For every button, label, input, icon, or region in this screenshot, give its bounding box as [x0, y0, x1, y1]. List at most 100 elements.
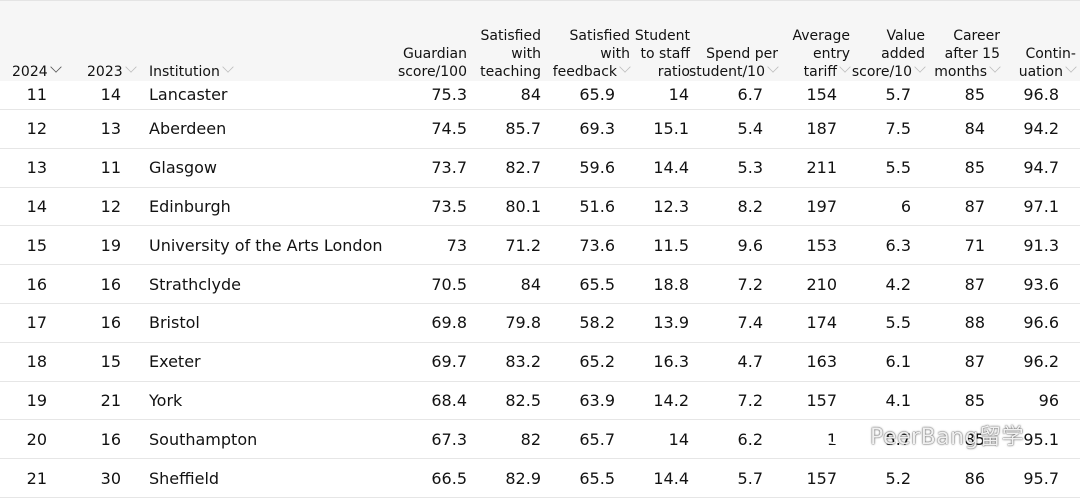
- col-spend-header[interactable]: Spend per student/10: [689, 1, 779, 81]
- table-row[interactable]: 15 19 University of the Arts London 73 71.2 7…: [0, 226, 1080, 266]
- sort-chevron-icon: [49, 61, 62, 73]
- cell-y2024: 20: [26, 429, 47, 449]
- col-tariff-header[interactable]: Average entry tariff: [793, 1, 851, 81]
- col-2024-header[interactable]: 2024: [12, 1, 62, 81]
- cell-ratio: 14.2: [653, 390, 689, 410]
- cell-guardian: 68.4: [431, 390, 467, 410]
- cell-y2024: 11: [26, 85, 47, 104]
- cell-feedback: 73.6: [579, 235, 615, 255]
- cell-spend: 7.2: [737, 274, 763, 294]
- table-row[interactable]: 17 16 Bristol 69.8 79.8 58.2 13.9 7.4 174 5.5 88 96…: [0, 304, 1080, 343]
- cell-tariff: 163: [806, 352, 837, 372]
- cell-tariff: 153: [806, 235, 837, 255]
- cell-teaching: 82: [520, 429, 541, 449]
- cell-contin: 91.3: [1023, 235, 1059, 255]
- table-row[interactable]: 18 15 Exeter 69.7 83.2 65.2 16.3 4.7 163 6.1 87 96.…: [0, 343, 1080, 382]
- cell-guardian: 73: [446, 235, 467, 255]
- cell-guardian: 69.8: [431, 313, 467, 333]
- cell-institution: Glasgow: [149, 158, 218, 178]
- col-value-header[interactable]: Value added score/10: [851, 1, 926, 81]
- cell-guardian: 67.3: [431, 429, 467, 449]
- cell-guardian: 69.7: [431, 352, 467, 372]
- table-header: 2024 2023 Institution Guardian score/100…: [0, 0, 1080, 81]
- cell-value: 5.2: [885, 468, 911, 488]
- table-row[interactable]: 13 11 Glasgow 73.7 82.7 59.6 14.4 5.3 211 5.5 85 94…: [0, 149, 1080, 188]
- cell-institution: Aberdeen: [149, 119, 227, 139]
- table-row[interactable]: 20 16 Southampton 67.3 82 65.7 14 6.2 1 5.7 85 95.1: [0, 420, 1080, 460]
- cell-institution: Sheffield: [149, 468, 220, 488]
- cell-institution: Exeter: [149, 352, 201, 372]
- cell-value: 5.7: [885, 429, 911, 449]
- cell-value: 7.5: [885, 119, 911, 139]
- cell-feedback: 65.9: [579, 85, 615, 104]
- cell-career: 85: [964, 390, 985, 410]
- cell-ratio: 14: [668, 85, 689, 104]
- table-row[interactable]: 12 13 Aberdeen 74.5 85.7 69.3 15.1 5.4 187 7.5 84 9…: [0, 110, 1080, 149]
- sort-chevron-icon: [839, 61, 851, 73]
- col-career-header[interactable]: Career after 15 months: [934, 1, 1001, 81]
- cell-feedback: 51.6: [579, 196, 615, 216]
- col-guardian-header[interactable]: Guardian score/100: [398, 1, 467, 81]
- cell-y2024: 21: [26, 468, 47, 488]
- sort-chevron-icon: [1065, 61, 1077, 73]
- col-value-label-line1: Value: [886, 28, 925, 44]
- sort-chevron-icon: [124, 61, 137, 73]
- col-2023-header[interactable]: 2023: [87, 1, 137, 81]
- col-career-label-line1: Career: [953, 28, 1000, 44]
- cell-contin: 95.7: [1023, 468, 1059, 488]
- col-continuation-header[interactable]: Contin- uation: [1018, 1, 1077, 81]
- cell-spend: 5.4: [737, 119, 763, 139]
- cell-y2023: 11: [100, 158, 121, 178]
- cell-y2024: 16: [26, 274, 47, 294]
- cell-y2024: 17: [26, 313, 47, 333]
- col-value-label-line3: score/10: [851, 64, 912, 80]
- cell-teaching: 84: [520, 85, 541, 104]
- col-career-label-line3: months: [934, 64, 987, 80]
- cell-teaching: 84: [520, 274, 541, 294]
- cell-contin: 96.6: [1023, 313, 1059, 333]
- table-body: 11 14 Lancaster 75.3 84 65.9 14 6.7 154 5.7 85 96.8…: [0, 80, 1080, 498]
- wechat-icon: [820, 420, 861, 450]
- col-feedback-header[interactable]: Satisfied with feedback: [553, 1, 631, 81]
- table-row[interactable]: 11 14 Lancaster 75.3 84 65.9 14 6.7 154 5.7 85 96.8: [0, 80, 1080, 110]
- col-value-label-line2: added: [881, 46, 925, 62]
- cell-spend: 6.7: [737, 85, 763, 104]
- cell-institution: Lancaster: [149, 85, 228, 104]
- table-row[interactable]: 19 21 York 68.4 82.5 63.9 14.2 7.2 157 4.1 85 96: [0, 382, 1080, 421]
- col-continuation-label-line2: uation: [1018, 64, 1063, 80]
- col-guardian-label-line2: score/100: [397, 64, 467, 80]
- cell-ratio: 12.3: [653, 196, 689, 216]
- col-ratio-header[interactable]: Student to staff ratio: [635, 1, 690, 81]
- cell-value: 6.3: [885, 235, 911, 255]
- cell-feedback: 59.6: [579, 158, 615, 178]
- cell-y2023: 14: [100, 85, 121, 104]
- table-row[interactable]: 21 30 Sheffield 66.5 82.9 65.5 14.4 5.7 157 5.2 86…: [0, 459, 1080, 498]
- col-institution-header[interactable]: Institution: [149, 1, 234, 81]
- table-row[interactable]: 14 12 Edinburgh 73.5 80.1 51.6 12.3 8.2 197 6 87 97…: [0, 188, 1080, 227]
- cell-teaching: 82.7: [505, 158, 541, 178]
- cell-contin: 95.1: [1023, 429, 1059, 449]
- col-tariff-label-line2: entry: [812, 46, 850, 62]
- col-feedback-label-line1: Satisfied: [569, 28, 630, 44]
- table-row[interactable]: 16 16 Strathclyde 70.5 84 65.5 18.8 7.2 210 4.2 87…: [0, 265, 1080, 304]
- cell-teaching: 79.8: [505, 313, 541, 333]
- cell-guardian: 73.7: [431, 158, 467, 178]
- cell-institution: Bristol: [149, 313, 200, 333]
- cell-institution: Strathclyde: [149, 274, 241, 294]
- cell-spend: 7.2: [737, 390, 763, 410]
- sort-chevron-icon: [619, 61, 631, 73]
- cell-contin: 97.1: [1023, 196, 1059, 216]
- col-ratio-label-line1: Student: [634, 28, 690, 44]
- cell-career: 86: [964, 468, 985, 488]
- cell-tariff: 157: [806, 390, 837, 410]
- col-teaching-header[interactable]: Satisfied with teaching: [480, 1, 541, 81]
- sort-chevron-icon: [914, 61, 926, 73]
- cell-spend: 5.7: [737, 468, 763, 488]
- cell-value: 5.5: [885, 313, 911, 333]
- cell-y2024: 15: [26, 235, 47, 255]
- col-ratio-label-line3: ratio: [657, 64, 690, 80]
- cell-teaching: 82.9: [505, 468, 541, 488]
- cell-y2023: 16: [100, 429, 121, 449]
- cell-career: 85: [964, 158, 985, 178]
- cell-contin: 96.2: [1023, 352, 1059, 372]
